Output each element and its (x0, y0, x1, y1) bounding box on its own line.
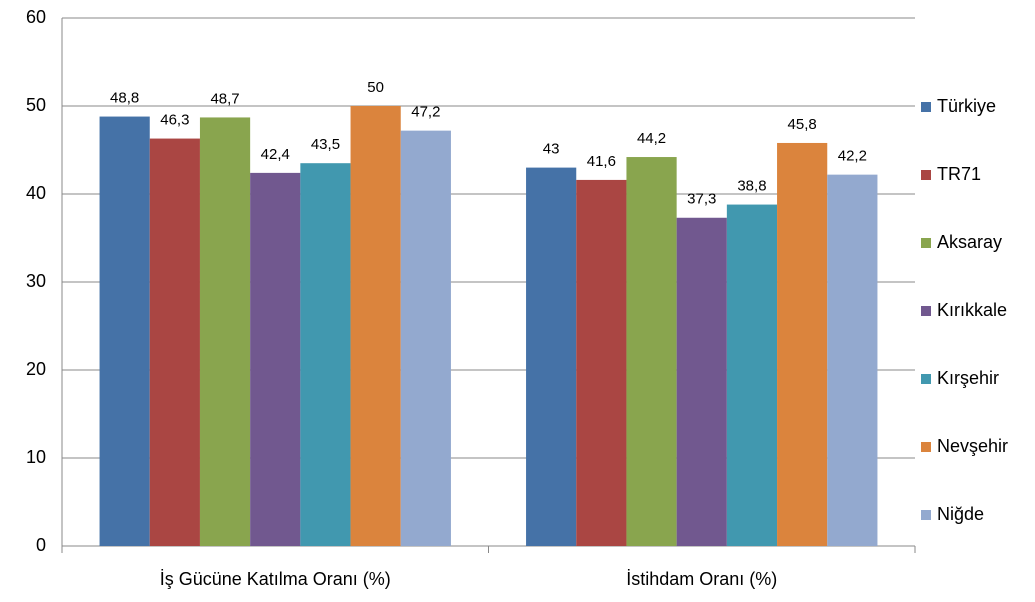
bar (149, 138, 200, 546)
value-label: 47,2 (411, 104, 440, 121)
legend-label: Aksaray (937, 232, 1002, 252)
y-tick-label: 40 (26, 183, 46, 203)
value-label: 43 (543, 141, 560, 158)
bar (400, 130, 451, 546)
bar (199, 117, 251, 546)
legend-swatch (921, 306, 931, 316)
value-label: 42,4 (261, 146, 290, 163)
y-tick-label: 50 (26, 95, 46, 115)
y-tick-label: 20 (26, 359, 46, 379)
bar (827, 174, 878, 546)
legend-label: Türkiye (937, 96, 996, 116)
value-label: 50 (367, 79, 384, 96)
legend-label: Nevşehir (937, 436, 1008, 456)
legend-swatch (921, 442, 931, 452)
bar (250, 172, 301, 546)
value-label: 48,8 (110, 90, 139, 107)
x-tick-label: İstihdam Oranı (%) (626, 569, 777, 589)
bar (350, 106, 401, 546)
bar (99, 116, 150, 546)
value-label: 38,8 (737, 178, 766, 195)
legend-label: Kırıkkale (937, 300, 1007, 320)
legend-swatch (921, 238, 931, 248)
bar (626, 157, 677, 547)
bar (676, 217, 727, 546)
legend-label: Niğde (937, 504, 984, 524)
value-label: 42,2 (838, 148, 867, 165)
value-label: 43,5 (311, 136, 340, 153)
legend-swatch (921, 102, 931, 112)
value-label: 41,6 (587, 153, 616, 170)
legend-swatch (921, 374, 931, 384)
legend-swatch (921, 170, 931, 180)
x-tick-label: İş Gücüne Katılma Oranı (%) (160, 569, 391, 589)
value-label: 37,3 (687, 191, 716, 208)
value-label: 44,2 (637, 130, 666, 147)
y-tick-label: 30 (26, 271, 46, 291)
legend-label: TR71 (937, 164, 981, 184)
value-label: 46,3 (160, 112, 189, 129)
legend-swatch (921, 510, 931, 520)
value-label: 45,8 (788, 116, 817, 133)
bar (726, 204, 778, 546)
value-label: 48,7 (210, 90, 239, 107)
bar (526, 167, 577, 546)
legend-label: Kırşehir (937, 368, 999, 388)
y-tick-label: 10 (26, 447, 46, 467)
bar (777, 142, 828, 546)
y-tick-label: 0 (36, 535, 46, 555)
bar (576, 179, 627, 547)
y-tick-label: 60 (26, 7, 46, 27)
bar (300, 163, 351, 546)
